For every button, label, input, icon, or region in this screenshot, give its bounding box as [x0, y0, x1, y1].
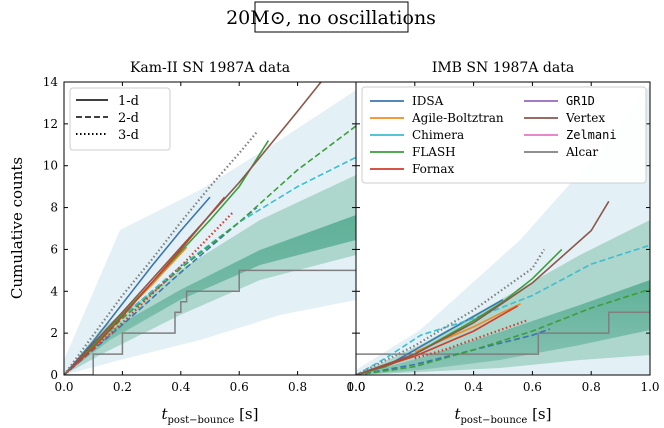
left-series-idsa-2-d	[64, 206, 258, 375]
left-series-alcar-3-d	[64, 131, 258, 375]
right-series-flash-2-d	[356, 288, 650, 375]
right-observed-data-steps	[356, 311, 650, 355]
right-x-tick-label: 0.2	[405, 380, 424, 394]
right-series-vertex-1-d	[356, 200, 610, 375]
suptitle-box	[254, 1, 409, 33]
left-series-fornax-3-d	[64, 211, 235, 375]
right-series-fornax-1-d	[356, 305, 519, 375]
y-tick-label: 0	[50, 368, 58, 382]
y-tick-label: 12	[43, 117, 58, 131]
left-x-tick-label: 0.4	[171, 380, 190, 394]
legend-label-fornax: Fornax	[412, 162, 455, 176]
right-probability-band	[356, 85, 650, 375]
right-series-group	[356, 200, 650, 375]
legend-label-agile-boltztran: Agile-Boltztran	[411, 111, 504, 125]
right-x-tick-label: 1.0	[640, 380, 659, 394]
left-series-group	[64, 82, 356, 375]
legend-label-zelmani: Zelmani	[566, 128, 617, 142]
right-x-axis-label: tpost−bounce [s]	[455, 405, 552, 426]
y-tick-label: 4	[50, 284, 58, 298]
left-observed-data-steps	[64, 269, 356, 375]
legend-2d-label: 2-d	[118, 111, 139, 126]
y-tick-label: 10	[43, 159, 58, 173]
legend-1d-label: 1-d	[118, 94, 139, 109]
right-series-chimera-2-d	[356, 244, 650, 375]
left-series-vertex-1-d	[64, 82, 322, 375]
left-panel-title: Kam-II SN 1987A data	[130, 60, 290, 76]
right-x-tick-label: 0.6	[523, 380, 542, 394]
left-x-tick-label: 0.0	[54, 380, 73, 394]
legend-3d-label: 3-d	[118, 128, 139, 143]
right-axes-frame	[355, 81, 651, 376]
svg-text:tpost−bounce [s]: tpost−bounce [s]	[455, 405, 552, 426]
y-tick-label: 14	[43, 75, 59, 89]
legend-label-gr1d: GR1D	[566, 94, 595, 108]
y-axis-label: Cumulative counts	[8, 157, 26, 299]
legend-label-idsa: IDSA	[412, 94, 444, 108]
right-x-tick-label: 0.0	[346, 380, 365, 394]
legend-label-vertex: Vertex	[565, 111, 605, 125]
y-tick-label: 2	[50, 326, 58, 340]
left-x-axis-label: tpost−bounce [s]	[162, 405, 259, 426]
suptitle: 20M⊙, no oscillations	[226, 7, 436, 29]
right-x-tick-label: 0.4	[464, 380, 483, 394]
left-x-tick-label: 0.6	[230, 380, 249, 394]
right-panel-title: IMB SN 1987A data	[432, 60, 574, 76]
legend-label-flash: FLASH	[412, 145, 456, 159]
legend-label-alcar: Alcar	[565, 145, 598, 159]
y-tick-label: 6	[50, 242, 58, 256]
left-x-tick-label: 0.2	[113, 380, 132, 394]
left-series-idsa-1-d	[64, 196, 211, 375]
svg-text:tpost−bounce [s]: tpost−bounce [s]	[162, 405, 259, 426]
right-series-fornax-3-d	[414, 319, 527, 360]
left-x-tick-label: 0.8	[288, 380, 307, 394]
linestyle-legend: 1-d 2-d 3-d	[69, 87, 171, 151]
y-tick-label: 8	[50, 201, 58, 215]
code-legend: IDSA Agile-Boltztran Chimera FLASH Fornax GR1…	[361, 86, 647, 184]
right-x-tick-label: 0.8	[582, 380, 601, 394]
left-x-tick-label: 1.0	[346, 380, 365, 394]
tick-group: 0.0 0.2 0.4 0.6 0.8 1.0 0 2 4 6 8 10 12 14 0.0 0.2 0.4 0.…	[43, 75, 660, 394]
legend-label-chimera: Chimera	[412, 128, 464, 142]
